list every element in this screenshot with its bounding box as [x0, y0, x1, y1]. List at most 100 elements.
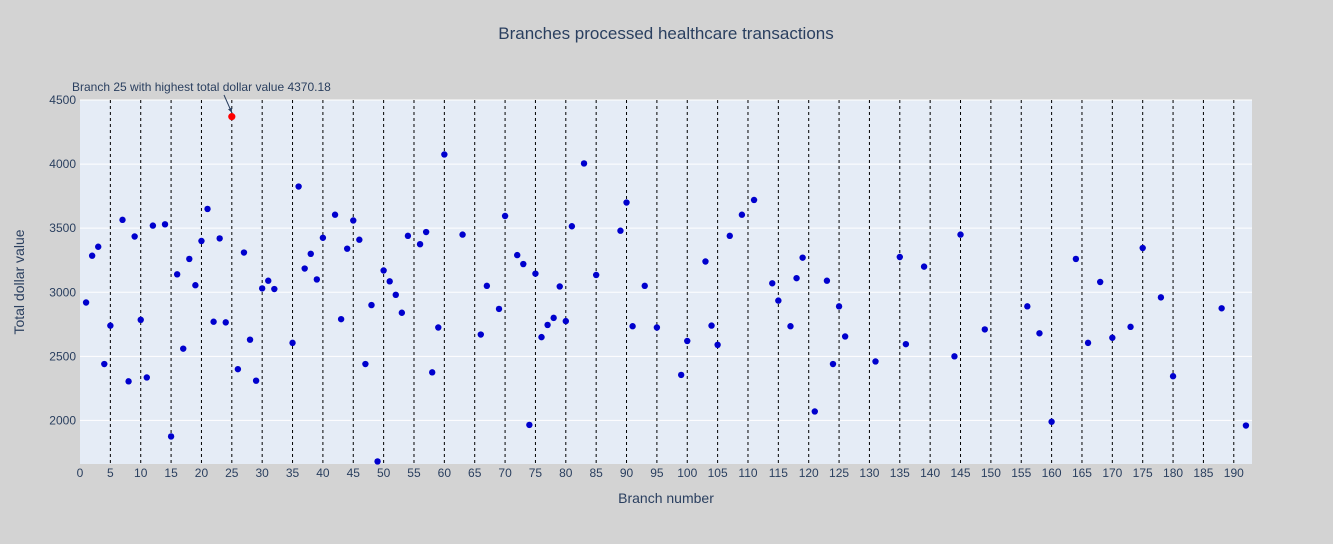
x-tick-label: 190 [1224, 466, 1244, 480]
data-point [422, 228, 430, 236]
x-tick-label: 10 [134, 466, 148, 480]
data-point [374, 458, 381, 465]
data-point [1024, 303, 1031, 310]
data-point [501, 212, 509, 220]
data-point [240, 249, 248, 256]
y-tick-label: 4500 [49, 93, 76, 107]
x-tick-label: 125 [829, 466, 849, 480]
data-point [186, 255, 193, 263]
x-tick-label: 95 [650, 466, 664, 480]
data-point [295, 183, 302, 190]
data-point [538, 333, 545, 341]
x-tick-label: 35 [286, 466, 300, 480]
data-point [617, 227, 624, 234]
x-tick-label: 60 [438, 466, 452, 480]
x-tick-label: 145 [951, 466, 971, 480]
data-point [623, 199, 630, 206]
x-tick-label: 110 [738, 466, 757, 480]
x-tick-label: 65 [468, 466, 482, 480]
data-point [641, 282, 648, 290]
data-point [119, 216, 126, 224]
data-point [957, 231, 964, 238]
x-tick-label: 70 [498, 466, 512, 480]
annotation-arrowhead [228, 107, 232, 113]
x-tick-label: 90 [620, 466, 634, 480]
data-point [544, 321, 551, 329]
data-point [702, 258, 709, 265]
data-point [204, 205, 211, 213]
data-point [429, 369, 436, 376]
x-tick-label: 40 [316, 466, 330, 480]
y-tick-label: 2500 [49, 349, 76, 363]
y-gridlines [80, 99, 1252, 421]
x-tick-label: 185 [1193, 466, 1213, 480]
data-point [684, 337, 691, 345]
data-point [125, 378, 132, 385]
highlight-point [228, 113, 236, 121]
data-point [131, 233, 138, 240]
data-point [981, 326, 989, 333]
data-point [726, 232, 733, 240]
data-point [386, 278, 393, 285]
data-point [835, 303, 843, 310]
x-tick-label: 20 [195, 466, 209, 480]
data-point [107, 322, 114, 329]
data-points [82, 151, 1250, 465]
data-point [562, 317, 570, 325]
data-point [677, 371, 685, 379]
data-point [161, 221, 169, 228]
x-tick-label: 175 [1133, 466, 1153, 480]
x-tick-label: 25 [225, 466, 239, 480]
data-point [1218, 305, 1225, 312]
data-point [477, 331, 484, 338]
data-point [811, 408, 818, 415]
data-point [550, 314, 557, 322]
x-tick-label: 150 [981, 466, 1001, 480]
x-tick-label: 170 [1102, 466, 1122, 480]
data-point [82, 299, 90, 306]
x-tick-label: 105 [708, 466, 728, 480]
data-point [532, 270, 539, 277]
x-tick-label: 100 [677, 466, 697, 480]
data-point [343, 245, 351, 252]
data-point [192, 282, 199, 289]
y-tick-label: 2000 [49, 413, 76, 427]
data-point [1169, 373, 1177, 380]
data-point [495, 305, 503, 313]
data-point [823, 277, 831, 284]
data-point [198, 237, 205, 245]
plot-area-background [80, 100, 1252, 464]
data-point [88, 252, 96, 259]
data-point [143, 374, 150, 381]
data-point [580, 160, 588, 167]
data-point [149, 222, 157, 229]
data-point [951, 353, 958, 360]
x-tick-label: 80 [559, 466, 573, 480]
chart-title: Branches processed healthcare transactio… [498, 24, 833, 43]
data-point [95, 243, 102, 250]
data-point [708, 322, 715, 329]
data-point [750, 196, 758, 204]
y-tick-label: 3500 [49, 221, 76, 235]
data-point [216, 235, 223, 242]
data-point [441, 151, 448, 158]
data-point [841, 333, 849, 340]
data-point [319, 234, 327, 241]
data-point [1036, 330, 1043, 337]
data-point [258, 285, 266, 292]
x-tick-label: 130 [859, 466, 879, 480]
data-point [775, 297, 782, 304]
data-point [331, 211, 339, 218]
data-point [435, 324, 442, 331]
data-point [167, 433, 175, 440]
data-point [799, 254, 806, 261]
data-point [368, 301, 375, 309]
data-point [416, 240, 424, 248]
data-point [902, 340, 910, 348]
data-point [301, 265, 308, 272]
data-point [210, 318, 217, 325]
vertical-dashed-lines [109, 100, 1235, 464]
x-tick-label: 160 [1042, 466, 1062, 480]
data-point [137, 316, 144, 324]
